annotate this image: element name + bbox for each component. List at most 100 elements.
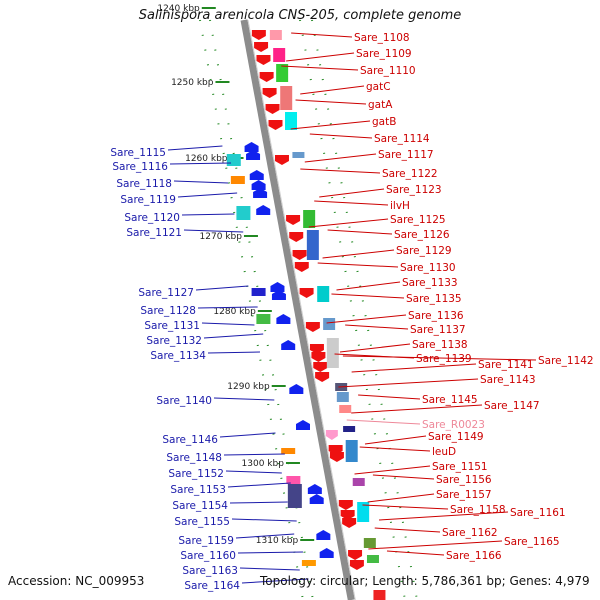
gene-block-reverse — [251, 288, 266, 296]
gene-arrow-forward — [313, 362, 328, 372]
gene-arrow-forward — [259, 72, 274, 82]
gene-label-sare_1147: Sare_1147 — [484, 400, 540, 412]
gene-arrow-reverse — [251, 180, 266, 190]
gene-label-sare_1148: Sare_1148 — [166, 452, 222, 464]
gene-label-sare_1161: Sare_1161 — [510, 507, 566, 519]
leader-line — [319, 188, 385, 198]
leader-line — [195, 285, 249, 291]
scale-label: 1280 kbp — [213, 307, 256, 317]
gene-label-sare_1159: Sare_1159 — [178, 535, 234, 547]
topology-label: Topology: circular; Length: 5,786,361 bp… — [260, 574, 590, 588]
leader-line — [300, 168, 381, 174]
gene-label-sare_1128: Sare_1128 — [140, 305, 196, 317]
gene-label-sare_1164: Sare_1164 — [184, 580, 240, 592]
leader-line — [364, 435, 427, 445]
gene-label-sare_1123: Sare_1123 — [386, 184, 442, 196]
gene-label-ilvh: ilvH — [390, 200, 410, 212]
gene-label-sare_1145: Sare_1145 — [422, 394, 478, 406]
leader-line — [169, 162, 232, 165]
gene-label-sare_1157: Sare_1157 — [436, 489, 492, 501]
gene-arrow-forward — [268, 120, 283, 130]
gene-arrow-forward — [299, 288, 314, 298]
leader-line — [219, 432, 276, 438]
gene-label-leud: leuD — [432, 446, 456, 458]
gene-label-sare_1151: Sare_1151 — [432, 461, 488, 473]
gene-block-forward — [306, 230, 319, 260]
gene-block-forward — [326, 338, 339, 368]
scale-label: 1260 kbp — [185, 154, 228, 164]
gene-arrow-reverse — [296, 420, 310, 430]
leader-line — [290, 120, 371, 130]
leader-line — [351, 404, 483, 414]
gene-label-sare_1121: Sare_1121 — [126, 227, 182, 239]
leader-line — [213, 397, 275, 401]
gene-label-sare_1136: Sare_1136 — [408, 310, 464, 322]
leader-line — [281, 65, 359, 71]
gene-label-sare_1126: Sare_1126 — [394, 229, 450, 241]
gene-arrow-forward — [342, 518, 357, 528]
gene-block-forward — [269, 30, 282, 40]
leader-line — [300, 85, 365, 95]
leader-line — [386, 550, 445, 556]
gene-arrow-forward — [338, 500, 353, 510]
gene-block-forward — [336, 392, 349, 402]
scale-label: 1290 kbp — [227, 382, 270, 392]
gene-label-sare_1142: Sare_1142 — [538, 355, 594, 367]
gene-block-reverse — [301, 560, 316, 566]
gene-arrow-forward — [329, 452, 344, 462]
backbone-line — [240, 19, 355, 600]
gene-arrow-forward — [340, 510, 355, 520]
gene-arrow-forward — [311, 352, 326, 362]
gene-arrow-reverse — [249, 170, 264, 180]
gene-arrow-forward — [348, 550, 363, 560]
gene-label-sare_1132: Sare_1132 — [146, 335, 202, 347]
gene-block-forward — [273, 48, 286, 62]
leader-line — [336, 281, 401, 291]
leader-line — [197, 306, 258, 309]
gene-label-sare_1149: Sare_1149 — [428, 431, 484, 443]
gene-block-forward — [285, 112, 298, 130]
gene-block-forward — [366, 555, 379, 563]
gene-block-forward — [373, 590, 386, 600]
gene-arrow-reverse — [307, 484, 322, 494]
leader-line — [203, 333, 264, 339]
leader-line — [291, 32, 353, 38]
gene-arrow-forward — [294, 262, 309, 272]
leader-line — [225, 470, 282, 474]
gene-arrow-reverse — [281, 340, 296, 350]
gene-arrow-forward — [265, 104, 280, 114]
gene-label-sare_1120: Sare_1120 — [124, 212, 180, 224]
scale-label: 1240 kbp — [157, 4, 200, 14]
leader-line — [346, 419, 421, 425]
gene-label-sare_1135: Sare_1135 — [406, 293, 462, 305]
leader-line — [345, 324, 409, 330]
leader-line — [309, 133, 373, 139]
leader-line — [327, 229, 393, 235]
leader-line — [237, 551, 303, 554]
accession-label: Accession: NC_009953 — [8, 574, 145, 588]
gene-label-sare_1133: Sare_1133 — [402, 277, 458, 289]
gene-block-forward — [352, 478, 365, 486]
gene-block-reverse — [226, 154, 241, 166]
gene-block-forward — [292, 152, 305, 158]
gene-arrow-forward — [274, 155, 289, 165]
gene-arrow-reverse — [256, 205, 271, 215]
gene-label-sare_1125: Sare_1125 — [390, 214, 446, 226]
leader-line — [374, 527, 441, 533]
gene-arrow-reverse — [246, 150, 261, 160]
gene-block-forward — [303, 210, 316, 228]
gene-label-sare_1130: Sare_1130 — [400, 262, 456, 274]
gene-label-sare_1115: Sare_1115 — [110, 147, 166, 159]
gene-label-sare_1162: Sare_1162 — [442, 527, 498, 539]
gene-label-sare_1154: Sare_1154 — [172, 500, 228, 512]
leader-line — [362, 504, 449, 510]
gene-label-sare_1129: Sare_1129 — [396, 245, 452, 257]
gene-arrow-reverse — [316, 530, 331, 540]
gene-label-sare_1116: Sare_1116 — [112, 161, 168, 173]
leader-line — [308, 218, 389, 228]
gene-arrow-forward — [325, 430, 338, 440]
leader-line — [295, 99, 367, 105]
gene-arrow-reverse — [253, 188, 268, 198]
leader-line — [173, 180, 229, 184]
gene-arrow-forward — [289, 232, 304, 242]
